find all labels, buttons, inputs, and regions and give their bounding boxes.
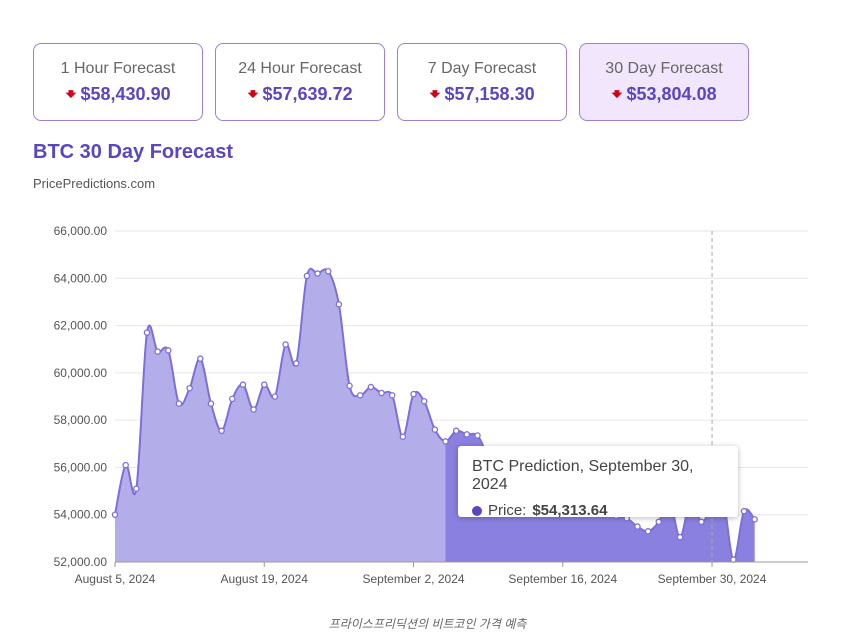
y-tick-label: 64,000.00 — [54, 271, 108, 285]
data-point — [676, 533, 684, 541]
y-tick-label: 66,000.00 — [54, 224, 108, 238]
data-point — [314, 270, 321, 277]
data-point — [367, 383, 375, 391]
forecast-label: 24 Hour Forecast — [238, 59, 362, 77]
data-point — [388, 392, 396, 399]
data-point — [303, 272, 311, 280]
data-point — [463, 431, 471, 438]
arrow-down-icon: 🠻 — [429, 84, 441, 104]
forecast-card-30d[interactable]: 30 Day Forecast 🠻 $53,804.08 — [579, 43, 749, 121]
data-point — [335, 301, 343, 308]
data-point — [250, 406, 257, 413]
data-point — [282, 341, 289, 348]
data-point — [431, 426, 439, 433]
y-tick-label: 54,000.00 — [54, 508, 108, 522]
data-point — [165, 347, 172, 354]
forecast-label: 30 Day Forecast — [605, 59, 723, 77]
forecast-label: 7 Day Forecast — [427, 59, 537, 77]
x-tick-label: September 2, 2024 — [362, 572, 464, 586]
y-tick-label: 60,000.00 — [54, 366, 108, 380]
tooltip-title: BTC Prediction, September 30, 2024 — [472, 458, 694, 493]
data-point — [751, 516, 758, 523]
tooltip-price-label: Price: — [488, 502, 527, 519]
data-point — [186, 384, 193, 392]
data-point — [207, 400, 215, 407]
data-point — [292, 360, 300, 367]
chart-source: PricePredictions.com — [33, 176, 156, 191]
chart-title: BTC 30 Day Forecast — [33, 141, 234, 163]
y-tick-label: 62,000.00 — [54, 319, 108, 333]
area-historical — [115, 268, 446, 562]
data-point — [261, 381, 268, 388]
data-point — [218, 427, 225, 435]
forecast-value-row: 🠻 $58,430.90 — [65, 84, 170, 105]
arrow-down-icon: 🠻 — [247, 84, 259, 104]
data-point — [143, 329, 151, 336]
chart-tooltip: BTC Prediction, September 30, 2024 Price… — [458, 446, 738, 519]
data-point — [410, 390, 417, 398]
forecast-value-row: 🠻 $53,804.08 — [611, 84, 716, 105]
data-point — [356, 392, 364, 399]
y-tick-label: 56,000.00 — [54, 460, 108, 474]
data-point — [229, 395, 236, 403]
y-tick-label: 52,000.00 — [54, 555, 108, 569]
arrow-down-icon: 🠻 — [611, 84, 623, 104]
data-point — [442, 438, 449, 445]
data-point — [133, 485, 140, 492]
data-point — [111, 511, 119, 518]
x-tick-label: September 16, 2024 — [508, 572, 617, 586]
x-tick-label: August 19, 2024 — [221, 572, 309, 586]
data-point — [698, 518, 705, 526]
data-point — [655, 518, 662, 526]
image-caption: 프라이스프리딕션의 비트코인 가격 예측 — [328, 617, 527, 631]
data-point — [634, 523, 641, 530]
data-point — [452, 427, 460, 435]
data-point — [239, 381, 247, 388]
forecast-label: 1 Hour Forecast — [60, 59, 176, 77]
data-point — [154, 348, 161, 355]
forecast-value: $53,804.08 — [626, 83, 717, 104]
x-tick-label: September 30, 2024 — [658, 572, 767, 586]
series-dot-icon — [472, 505, 482, 516]
data-point — [740, 507, 748, 515]
arrow-down-icon: 🠻 — [65, 84, 77, 104]
data-point — [122, 461, 129, 469]
data-point — [346, 382, 353, 390]
forecast-card-24h[interactable]: 24 Hour Forecast 🠻 $57,639.72 — [215, 43, 385, 121]
forecast-cards: 1 Hour Forecast 🠻 $58,430.90 24 Hour For… — [33, 43, 749, 121]
data-point — [730, 556, 737, 563]
forecast-card-7d[interactable]: 7 Day Forecast 🠻 $57,158.30 — [397, 43, 567, 121]
forecast-value-row: 🠻 $57,639.72 — [247, 84, 352, 105]
x-tick-label: August 5, 2024 — [75, 572, 156, 586]
data-point — [399, 433, 407, 440]
data-point — [175, 400, 183, 407]
forecast-card-1h[interactable]: 1 Hour Forecast 🠻 $58,430.90 — [33, 43, 203, 121]
tooltip-price-value: $54,313.64 — [532, 502, 608, 519]
tooltip-row: Price: $54,313.64 — [472, 502, 724, 519]
y-tick-label: 58,000.00 — [54, 413, 108, 427]
forecast-value-row: 🠻 $57,158.30 — [429, 84, 534, 105]
data-point — [271, 393, 279, 400]
forecast-value: $57,639.72 — [262, 83, 353, 104]
data-point — [324, 267, 332, 275]
forecast-value: $58,430.90 — [80, 83, 171, 104]
data-point — [420, 397, 428, 405]
data-point — [644, 528, 652, 535]
forecast-value: $57,158.30 — [444, 83, 535, 104]
area-forecast — [445, 430, 755, 562]
data-point — [378, 389, 385, 397]
data-point — [474, 432, 481, 439]
data-point — [197, 355, 204, 362]
